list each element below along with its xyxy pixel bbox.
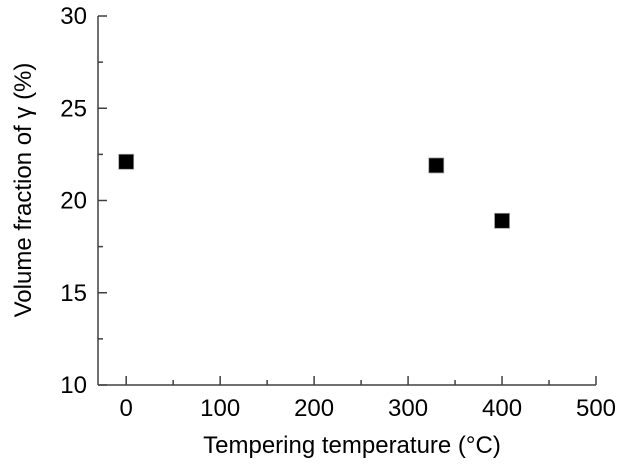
x-tick-label: 200 [294, 395, 334, 422]
y-tick-label: 15 [60, 280, 87, 307]
x-tick-label: 0 [120, 395, 133, 422]
data-point [428, 157, 445, 174]
data-points-layer [118, 153, 510, 229]
x-tick-label: 300 [388, 395, 428, 422]
data-point [118, 153, 135, 170]
axes-layer: 0 100 200 300 400 500 10 15 20 25 30 [60, 3, 616, 422]
y-tick-label: 10 [60, 372, 87, 399]
y-axis-title: Volume fraction of γ (%) [10, 63, 37, 318]
x-tick-label: 500 [576, 395, 616, 422]
y-tick-label: 30 [60, 3, 87, 30]
data-point [494, 212, 510, 229]
y-tick-label: 20 [60, 188, 87, 215]
x-tick-label: 100 [200, 395, 240, 422]
x-axis-title: Tempering temperature (°C) [203, 432, 501, 459]
y-tick-label: 25 [60, 95, 87, 122]
x-tick-label: 400 [482, 395, 522, 422]
